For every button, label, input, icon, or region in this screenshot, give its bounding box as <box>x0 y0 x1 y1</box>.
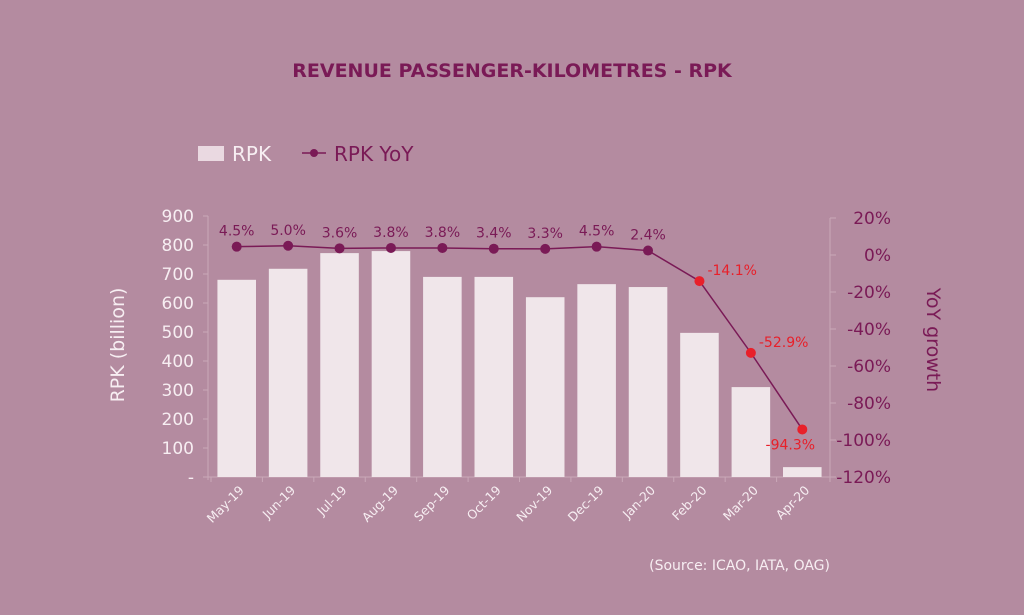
yoy-data-label: 3.8% <box>425 225 461 241</box>
left-tick-label: 100 <box>162 439 194 459</box>
x-tick-label: Jun-19 <box>259 482 299 522</box>
legend: RPK RPK YoY <box>198 142 414 166</box>
bar-rpk <box>525 297 565 477</box>
bar-rpk <box>474 276 514 477</box>
source-note: (Source: ICAO, IATA, OAG) <box>649 558 830 574</box>
left-axis-label: RPK (billion) <box>107 288 129 403</box>
legend-marker-yoy <box>310 149 318 157</box>
yoy-marker <box>591 241 602 252</box>
yoy-data-label: 3.6% <box>322 225 358 241</box>
yoy-marker <box>334 243 345 254</box>
right-tick-label: -60% <box>847 357 891 377</box>
x-tick-label: Nov-19 <box>513 482 555 524</box>
yoy-marker <box>488 243 499 254</box>
left-tick-label: 700 <box>162 265 194 285</box>
yoy-line <box>231 240 808 435</box>
legend-label-rpk: RPK <box>232 142 272 166</box>
right-tick-label: -100% <box>836 431 891 451</box>
right-tick-label: -80% <box>847 394 891 414</box>
yoy-data-label: 4.5% <box>219 224 255 240</box>
bar-rpk <box>783 467 822 477</box>
yoy-marker <box>643 245 654 256</box>
bar-rpk <box>268 268 308 477</box>
x-tick-label: Apr-20 <box>773 482 813 522</box>
yoy-marker <box>385 242 396 253</box>
x-ticks: May-19 Jun-19 Jul-19 Aug-19 Sep-19 Oct-19 Nov-… <box>204 477 813 526</box>
yoy-marker <box>437 242 448 253</box>
right-y-ticks: 20% 0% -20% -40% -60% -80% -100% -120% <box>830 209 891 488</box>
bar-rpk <box>628 287 668 477</box>
yoy-data-label: -52.9% <box>759 335 809 351</box>
left-tick-label: - <box>188 468 194 488</box>
yoy-data-label: -94.3% <box>766 437 816 453</box>
right-tick-label: -20% <box>847 283 891 303</box>
right-tick-label: 0% <box>864 246 891 266</box>
yoy-data-label: 3.3% <box>527 226 563 242</box>
x-tick-label: Dec-19 <box>565 482 607 524</box>
left-y-ticks: - 100 200 300 400 500 600 700 800 900 <box>162 207 208 488</box>
bar-rpk <box>731 387 771 477</box>
bar-rpk <box>680 332 719 477</box>
yoy-data-label: 3.8% <box>373 225 409 241</box>
x-tick-label: Mar-20 <box>720 482 761 523</box>
right-tick-label: -40% <box>847 320 891 340</box>
bars <box>217 251 822 477</box>
yoy-marker <box>283 240 294 251</box>
yoy-marker <box>540 243 551 254</box>
yoy-data-label: 2.4% <box>630 228 666 244</box>
right-tick-label: -120% <box>836 468 891 488</box>
left-tick-label: 800 <box>162 236 194 256</box>
x-tick-label: May-19 <box>204 482 247 525</box>
left-tick-label: 300 <box>162 381 194 401</box>
data-labels: 4.5% 5.0% 3.6% 3.8% 3.8% 3.4% 3.3% 4.5% 2.4% -14.… <box>219 223 815 454</box>
left-tick-label: 400 <box>162 352 194 372</box>
yoy-marker <box>797 424 808 435</box>
yoy-marker <box>745 347 756 358</box>
x-tick-label: Sep-19 <box>411 482 453 524</box>
left-tick-label: 500 <box>162 323 194 343</box>
x-tick-label: Feb-20 <box>669 482 710 523</box>
yoy-line-path <box>236 244 803 430</box>
yoy-data-label: 3.4% <box>476 226 512 242</box>
x-tick-label: Aug-19 <box>359 482 401 524</box>
yoy-marker <box>694 276 705 287</box>
bar-rpk <box>320 253 359 477</box>
left-tick-label: 200 <box>162 410 194 430</box>
chart-title: REVENUE PASSENGER-KILOMETRES - RPK <box>292 60 733 82</box>
yoy-data-label: 4.5% <box>579 224 615 240</box>
bar-rpk <box>371 251 411 477</box>
yoy-marker <box>231 241 242 252</box>
x-tick-label: Jan-20 <box>619 482 658 521</box>
legend-swatch-rpk <box>198 146 224 161</box>
yoy-data-label: -14.1% <box>707 263 757 279</box>
right-tick-label: 20% <box>853 209 891 229</box>
x-tick-label: Jul-19 <box>313 482 349 518</box>
right-axis-label: YoY growth <box>922 287 944 392</box>
yoy-data-label: 5.0% <box>270 223 306 239</box>
left-tick-label: 900 <box>162 207 194 227</box>
bar-rpk <box>217 279 256 477</box>
x-tick-label: Oct-19 <box>464 482 504 522</box>
left-tick-label: 600 <box>162 294 194 314</box>
bar-rpk <box>423 276 462 477</box>
bar-rpk <box>577 284 616 477</box>
legend-label-yoy: RPK YoY <box>334 142 414 166</box>
